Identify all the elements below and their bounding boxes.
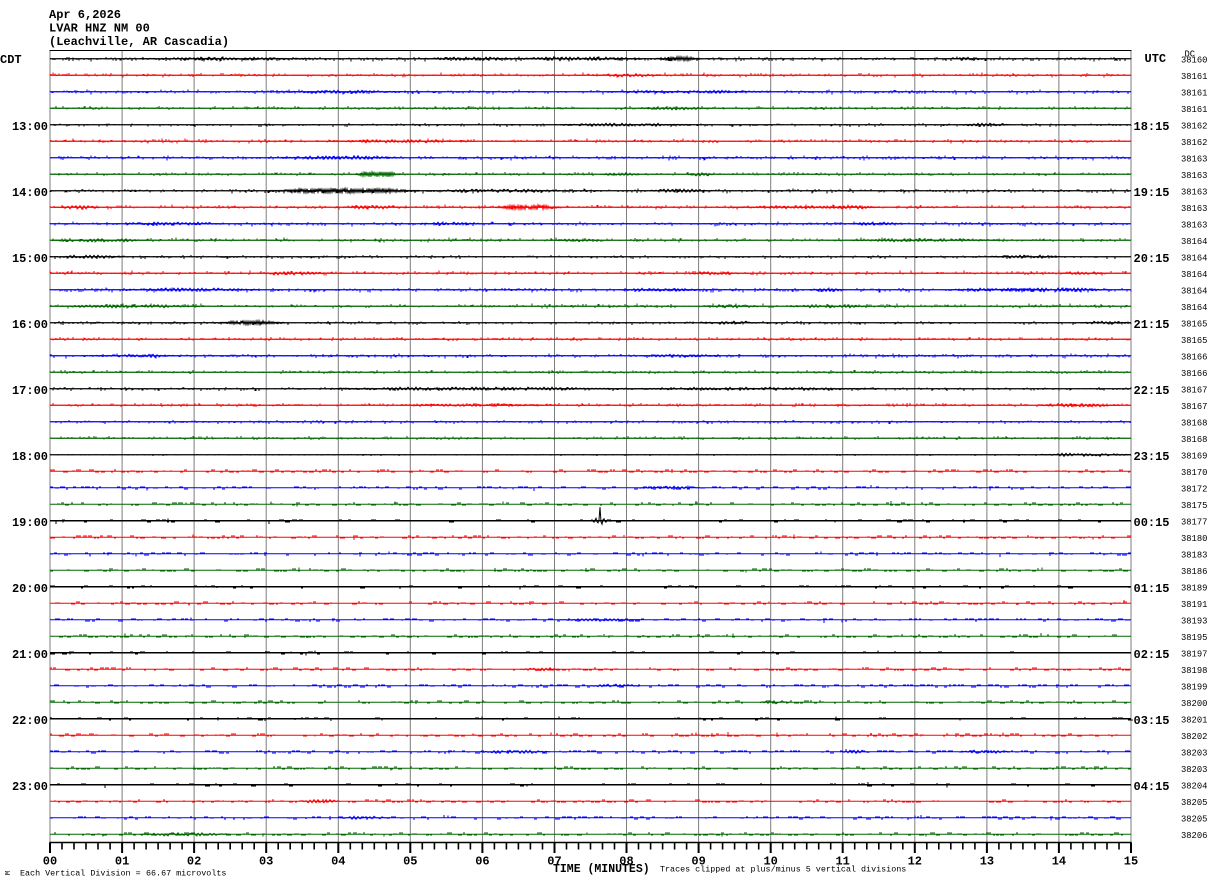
svg-text:38202: 38202 (1181, 732, 1207, 742)
svg-text:38205: 38205 (1181, 814, 1207, 824)
svg-text:07: 07 (547, 855, 561, 869)
svg-text:18:00: 18:00 (12, 450, 48, 464)
svg-text:38161: 38161 (1181, 88, 1207, 98)
svg-text:UTC: UTC (1145, 52, 1167, 66)
svg-text:15: 15 (1124, 855, 1138, 869)
svg-text:38167: 38167 (1181, 385, 1207, 395)
svg-text:38191: 38191 (1181, 600, 1207, 610)
svg-text:13:00: 13:00 (12, 120, 48, 134)
svg-text:Apr 6,2026: Apr 6,2026 (49, 8, 121, 22)
svg-text:38172: 38172 (1181, 484, 1207, 494)
svg-text:38164: 38164 (1181, 237, 1207, 247)
svg-text:38168: 38168 (1181, 435, 1207, 445)
svg-text:06: 06 (475, 855, 489, 869)
svg-text:19:15: 19:15 (1134, 186, 1170, 200)
svg-text:38201: 38201 (1181, 715, 1207, 725)
svg-text:01: 01 (115, 855, 129, 869)
svg-text:LVAR HNZ NM 00: LVAR HNZ NM 00 (49, 22, 150, 36)
svg-text:38165: 38165 (1181, 319, 1207, 329)
svg-text:38162: 38162 (1181, 138, 1207, 148)
svg-text:16:00: 16:00 (12, 318, 48, 332)
svg-text:38163: 38163 (1181, 187, 1207, 197)
svg-text:17:00: 17:00 (12, 384, 48, 398)
svg-text:66.67 microvolts: 66.67 microvolts (146, 869, 226, 879)
svg-text:38186: 38186 (1181, 567, 1207, 577)
svg-text:38166: 38166 (1181, 352, 1207, 362)
svg-text:38205: 38205 (1181, 798, 1207, 808)
svg-text:23:15: 23:15 (1134, 450, 1170, 464)
svg-text:20:00: 20:00 (12, 582, 48, 596)
svg-text:(Leachville, AR Cascadia): (Leachville, AR Cascadia) (49, 35, 229, 49)
svg-text:38164: 38164 (1181, 253, 1207, 263)
svg-text:38198: 38198 (1181, 666, 1207, 676)
svg-text:38195: 38195 (1181, 633, 1207, 643)
svg-text:01:15: 01:15 (1134, 582, 1170, 596)
svg-text:TIME (MINUTES): TIME (MINUTES) (553, 863, 650, 876)
svg-text:04: 04 (331, 855, 345, 869)
svg-text:02:15: 02:15 (1134, 648, 1170, 662)
svg-text:38183: 38183 (1181, 550, 1207, 560)
svg-text:38175: 38175 (1181, 501, 1207, 511)
svg-text:13: 13 (980, 855, 994, 869)
svg-text:38167: 38167 (1181, 402, 1207, 412)
svg-text:38177: 38177 (1181, 517, 1207, 527)
svg-text:38197: 38197 (1181, 649, 1207, 659)
svg-text:14:00: 14:00 (12, 186, 48, 200)
svg-text:Each Vertical Division =: Each Vertical Division = (20, 869, 141, 879)
svg-text:18:15: 18:15 (1134, 120, 1170, 134)
svg-text:38169: 38169 (1181, 451, 1207, 461)
svg-text:38170: 38170 (1181, 468, 1207, 478)
svg-text:38203: 38203 (1181, 765, 1207, 775)
svg-text:38203: 38203 (1181, 748, 1207, 758)
svg-text:38164: 38164 (1181, 286, 1207, 296)
svg-text:08: 08 (619, 855, 633, 869)
svg-text:00:15: 00:15 (1134, 516, 1170, 530)
svg-text:38165: 38165 (1181, 336, 1207, 346)
svg-text:23:00: 23:00 (12, 780, 48, 794)
svg-text:38200: 38200 (1181, 699, 1207, 709)
svg-text:21:15: 21:15 (1134, 318, 1170, 332)
svg-text:38204: 38204 (1181, 781, 1207, 791)
svg-text:38199: 38199 (1181, 682, 1207, 692)
svg-text:22:00: 22:00 (12, 714, 48, 728)
svg-text:38160: 38160 (1181, 55, 1207, 65)
svg-text:12: 12 (908, 855, 922, 869)
svg-text:DC: DC (1185, 50, 1196, 60)
svg-text:10: 10 (763, 855, 777, 869)
svg-text:21:00: 21:00 (12, 648, 48, 662)
svg-text:38189: 38189 (1181, 583, 1207, 593)
svg-text:04:15: 04:15 (1134, 780, 1170, 794)
svg-text:02: 02 (187, 855, 201, 869)
svg-text:15:00: 15:00 (12, 252, 48, 266)
svg-text:19:00: 19:00 (12, 516, 48, 530)
svg-text:38163: 38163 (1181, 171, 1207, 181)
svg-text:03: 03 (259, 855, 273, 869)
svg-text:M: M (5, 871, 13, 875)
svg-text:CDT: CDT (0, 53, 22, 67)
svg-text:00: 00 (43, 855, 57, 869)
svg-text:38163: 38163 (1181, 154, 1207, 164)
svg-text:Traces clipped at plus/minus 5: Traces clipped at plus/minus 5 vertical … (660, 865, 906, 875)
svg-text:09: 09 (691, 855, 705, 869)
svg-text:38162: 38162 (1181, 121, 1207, 131)
svg-text:38161: 38161 (1181, 72, 1207, 82)
svg-text:38164: 38164 (1181, 303, 1207, 313)
svg-text:38168: 38168 (1181, 418, 1207, 428)
svg-text:38180: 38180 (1181, 534, 1207, 544)
svg-text:38206: 38206 (1181, 831, 1207, 841)
svg-text:38163: 38163 (1181, 204, 1207, 214)
svg-text:11: 11 (835, 855, 849, 869)
svg-text:38164: 38164 (1181, 270, 1207, 280)
svg-text:05: 05 (403, 855, 417, 869)
svg-text:38161: 38161 (1181, 105, 1207, 115)
svg-text:14: 14 (1052, 855, 1066, 869)
svg-text:22:15: 22:15 (1134, 384, 1170, 398)
svg-text:20:15: 20:15 (1134, 252, 1170, 266)
svg-text:38163: 38163 (1181, 220, 1207, 230)
svg-text:38193: 38193 (1181, 616, 1207, 626)
svg-text:38166: 38166 (1181, 369, 1207, 379)
svg-text:03:15: 03:15 (1134, 714, 1170, 728)
